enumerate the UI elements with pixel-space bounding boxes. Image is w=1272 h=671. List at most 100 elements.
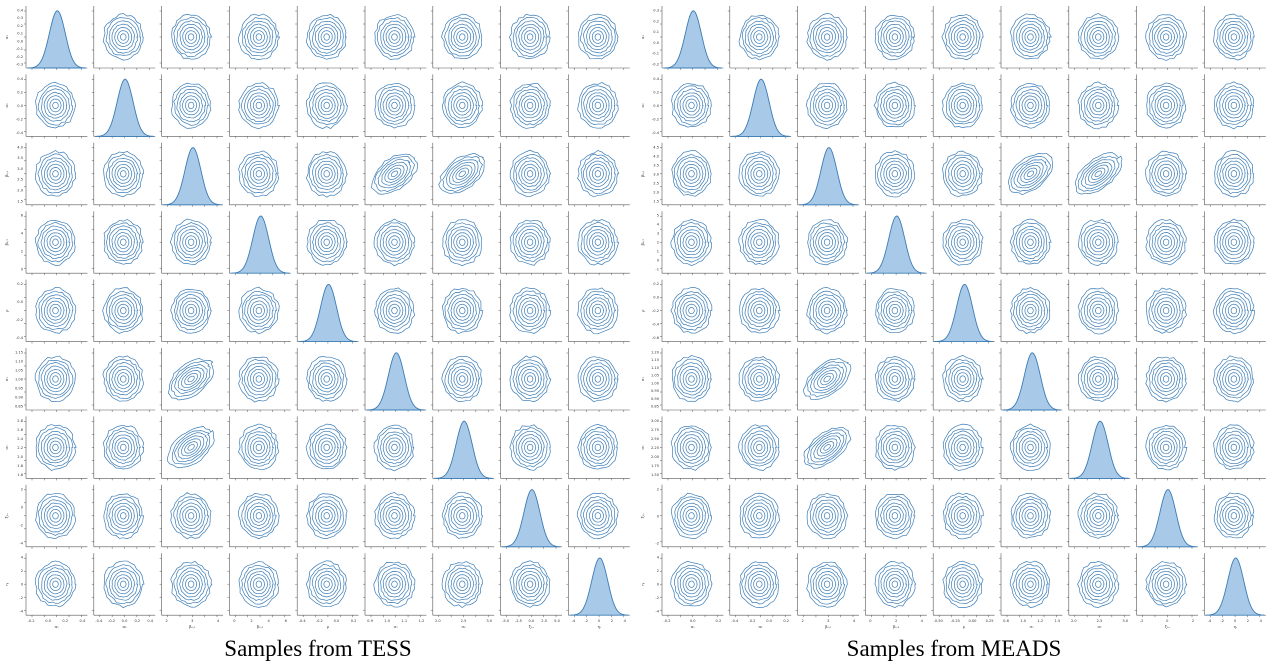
contour-4-8-2 [591,303,604,318]
contour-4-1-7 [739,287,781,334]
cell-0-8 [1202,6,1266,70]
contour-0-7-5 [1151,20,1181,54]
contour-1-8-1 [594,101,602,109]
contour-2-5-2 [1023,167,1038,180]
contour-1-8-7 [577,82,619,129]
contour-5-0-5 [677,362,707,396]
y-tick-label: 1.5 [653,199,659,203]
contour-7-8-4 [586,502,610,530]
contour-0-1-7 [738,14,780,61]
contour-5-4-1 [323,375,330,383]
contour-0-7-7 [1145,14,1187,61]
contour-4-3-5 [244,294,274,327]
x-tick-label: 3 [827,619,829,623]
contour-7-0-3 [46,505,65,526]
y-variable-label: α₂ [4,103,9,108]
contour-8-7-1 [1162,580,1170,588]
contour-3-7-3 [1157,232,1175,253]
cell-0-1 [727,6,792,70]
contour-3-7-5 [1151,226,1181,259]
x-tick-label: -0.50 [934,619,944,623]
contour-3-0-5 [676,226,707,259]
contour-5-4-2 [320,372,333,386]
contour-4-3-6 [241,290,277,331]
contour-7-8-6 [1216,495,1252,536]
contour-0-6-1 [1095,33,1102,41]
contour-8-3-6 [878,565,913,604]
x-tick-label: 2 [611,619,613,623]
contour-5-4-1 [959,375,966,383]
y-tick-label: 2.75 [651,428,659,432]
contour-5-6-1 [459,375,466,383]
cell-7-7 [1134,484,1198,549]
contour-1-7-6 [1149,85,1184,125]
contour-5-7-5 [1151,362,1181,396]
contour-1-8-1 [1230,101,1238,109]
contour-4-7-5 [1151,293,1181,328]
contour-2-1-4 [747,160,772,187]
cell-7-3 [227,484,291,549]
contour-8-7-4 [1154,570,1178,598]
contour-1-6-2 [456,98,469,113]
contour-8-2-7 [170,560,213,608]
contour-0-6-7 [441,13,483,59]
contour-6-7-2 [1160,440,1173,455]
cell-5-4 [295,348,359,412]
contour-3-4-2 [320,235,333,250]
cell-7-4 [931,484,995,549]
contour-5-0-1 [52,375,59,383]
x-variable-label: α₂ [758,624,763,629]
contour-6-8-1 [594,443,602,451]
contour-3-1-2 [753,235,766,249]
diag-kde-β₀,₁ [163,147,222,206]
contour-7-4-2 [320,509,333,523]
x-variable-label: β₀,₂ [257,624,264,629]
contour-8-3-1 [891,580,899,588]
contour-5-1-7 [102,355,144,402]
contour-8-2-6 [810,563,846,605]
contour-2-0-4 [43,160,67,188]
contour-5-6-4 [450,365,475,393]
y-tick-label: 0.2 [653,90,659,94]
contour-4-0-2 [685,303,698,318]
contour-5-3-6 [877,358,913,400]
contour-3-8-1 [594,238,602,246]
contour-7-4-4 [315,502,339,529]
contour-7-8-1 [594,512,602,520]
contour-0-7-5 [515,20,545,54]
contour-3-2-6 [173,222,209,263]
y-tick-label: -0.2 [652,117,659,121]
x-tick-label: 5.0 [554,619,560,623]
contour-1-2-1 [187,101,195,109]
cell-8-7: -2 0 2 ξ₁ₐ [1134,553,1198,629]
contour-3-6-6 [1080,222,1116,263]
x-tick-label: -0.2 [663,619,670,623]
cell-8-6: 2.0 2.5 3.0 σ₂ [430,553,495,629]
contour-5-0-4 [44,365,68,393]
contour-4-2-3 [818,300,837,321]
contour-0-4-2 [320,30,333,44]
contour-4-0-7 [35,286,77,334]
contour-7-1-4 [111,502,136,529]
contour-0-1-1 [120,33,127,41]
contour-1-6-2 [1092,98,1105,113]
cell-6-4 [931,416,995,481]
contour-0-8-6 [1216,18,1252,58]
cell-6-0: 3.00 2.75 2.50 2.25 2.00 1.75 1.50 σ₂ [640,416,724,481]
contour-5-8-6 [1216,358,1252,399]
contour-1-5-4 [382,92,407,119]
contour-0-1-3 [114,27,133,47]
contour-7-0-7 [35,492,77,540]
contour-3-0-2 [49,235,62,249]
contour-0-5-4 [382,23,407,50]
cell-0-5 [999,6,1063,70]
cell-7-1 [727,484,792,549]
contour-4-0-6 [38,290,74,330]
contour-6-7-4 [1154,434,1178,461]
contour-1-3-5 [244,88,274,123]
contour-4-2-6 [809,290,846,331]
contour-1-7-7 [509,83,551,129]
cell-7-0: 2 0 -2 -4 ξ₁ₐ [4,484,88,549]
contour-8-0-1 [52,580,59,588]
contour-0-5-3 [385,26,404,47]
